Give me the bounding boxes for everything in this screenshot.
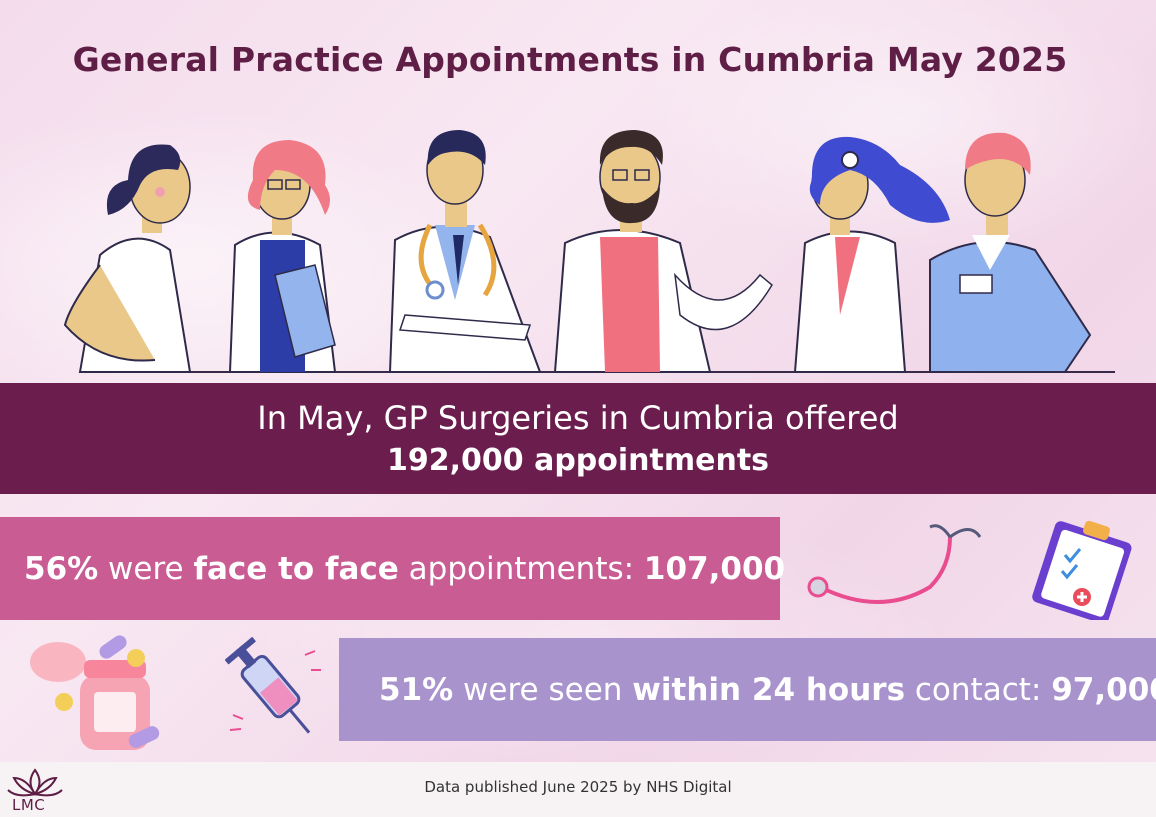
face-to-face-emphasis: face to face [193, 550, 399, 587]
within-24h-text-1: were seen [453, 671, 633, 708]
pill-bottle-icon [30, 635, 160, 750]
nurse-figure [63, 144, 192, 373]
stethoscope-icon [807, 524, 982, 604]
within-24h-emphasis: within 24 hours [632, 671, 906, 708]
lotus-logo-icon [7, 768, 63, 797]
face-to-face-percent: 56% [24, 550, 99, 587]
total-appointments-banner: In May, GP Surgeries in Cumbria offered … [0, 383, 1156, 494]
doctor-with-stethoscope-figure [388, 130, 542, 373]
footer-strip [0, 762, 1156, 817]
clipboard-icon [1032, 520, 1132, 620]
data-source-note: Data published June 2025 by NHS Digital [424, 778, 732, 796]
banner-intro-text: In May, GP Surgeries in Cumbria offered [257, 399, 899, 437]
face-to-face-stat-bar: 56% were face to face appointments: 107,… [0, 517, 785, 620]
doctor-with-clipboard-figure [228, 140, 337, 373]
bearded-doctor-figure [553, 130, 773, 373]
within-24-hours-stat-bar: 51% were seen within 24 hours contact: 9… [339, 638, 1156, 741]
face-to-face-text-2: appointments: [398, 550, 644, 587]
within-24h-text-2: contact: [905, 671, 1052, 708]
page-title: General Practice Appointments in Cumbria… [72, 40, 1068, 79]
banner-total-value: 192,000 appointments [386, 443, 770, 478]
logo-text: LMC [12, 796, 46, 814]
healthcare-staff-illustration [63, 130, 1115, 373]
face-to-face-text-1: were [98, 550, 194, 587]
face-to-face-count: 107,000 [643, 550, 786, 587]
syringe-icon [225, 636, 321, 734]
within-24h-count: 97,000 [1051, 671, 1156, 708]
doctor-with-head-mirror-figure [793, 136, 950, 373]
nurse-in-scrubs-figure [929, 132, 1092, 373]
within-24h-percent: 51% [379, 671, 454, 708]
